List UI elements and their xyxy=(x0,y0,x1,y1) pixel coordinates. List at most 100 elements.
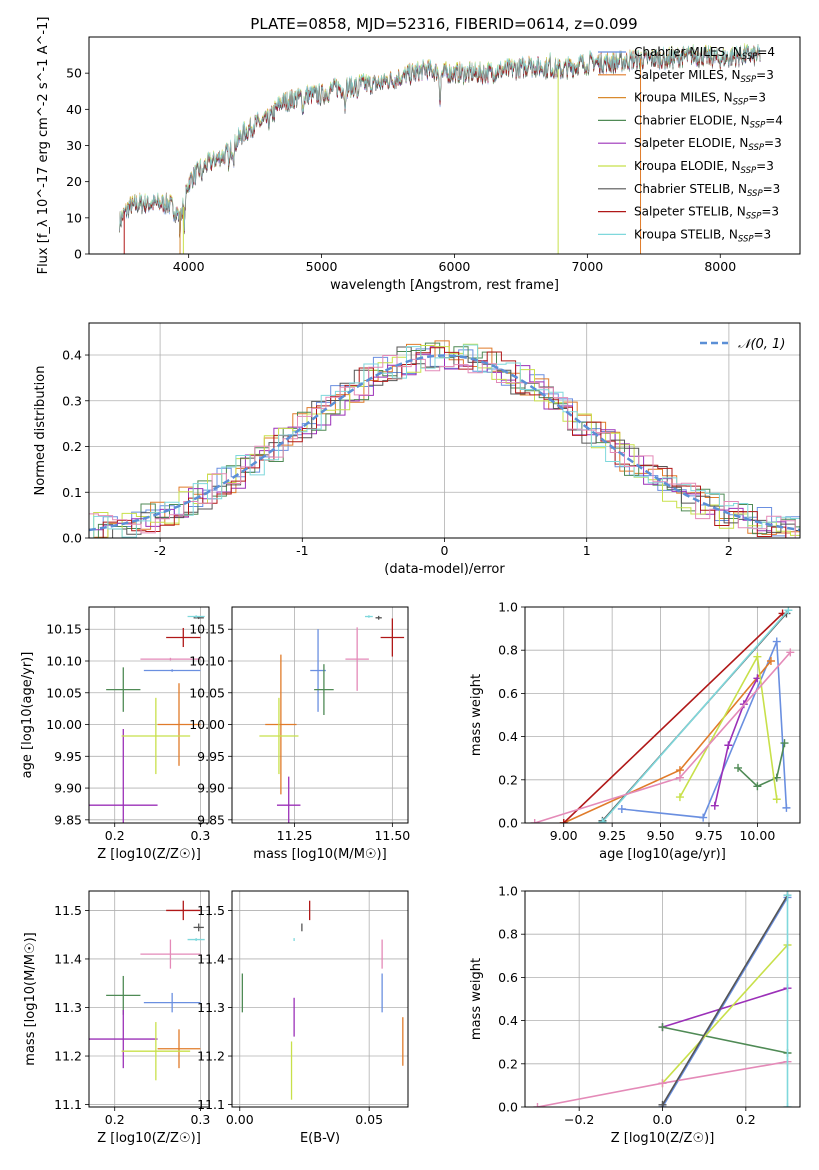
data-point-marker xyxy=(753,782,762,791)
x-tick-label: 0.3 xyxy=(190,1112,210,1127)
x-tick-label: 0.05 xyxy=(355,1112,383,1127)
histogram-series xyxy=(89,346,800,538)
y-tick-label: 0.8 xyxy=(498,927,518,942)
legend-label: Salpeter ELODIE, NSSP=3 xyxy=(634,136,782,153)
figure-title: PLATE=0858, MJD=52316, FIBERID=0614, z=0… xyxy=(250,15,637,33)
age_vs_Z-points xyxy=(89,615,205,823)
y-tick-label: 11.4 xyxy=(197,951,225,966)
y-tick-label: 0.1 xyxy=(62,485,82,500)
series-line xyxy=(534,651,791,823)
mass_weight_vs_Z-lines xyxy=(533,891,792,1107)
x-tick-label: 1 xyxy=(583,543,591,558)
legend-label: Kroupa ELODIE, NSSP=3 xyxy=(634,159,774,176)
y-tick-label: 9.85 xyxy=(197,812,225,827)
x-tick-label: 0 xyxy=(441,543,449,558)
x-tick-label: 8000 xyxy=(704,259,736,274)
y-tick-label: 10.00 xyxy=(189,717,225,732)
x-tick-label: 5000 xyxy=(306,259,338,274)
x-axis-label: E(B-V) xyxy=(300,1131,340,1146)
axes-frame xyxy=(231,606,409,824)
data-point-marker xyxy=(734,763,743,772)
series-line xyxy=(662,1026,788,1054)
series-line xyxy=(661,897,789,1107)
x-axis-label: wavelength [Angstrom, rest frame] xyxy=(330,278,559,293)
y-tick-label: 10.10 xyxy=(189,654,225,669)
y-tick-label: 0.2 xyxy=(62,439,82,454)
legend-label: Kroupa MILES, NSSP=3 xyxy=(634,91,766,108)
legend-label: Chabrier ELODIE, NSSP=4 xyxy=(634,113,783,130)
x-tick-label: 6000 xyxy=(439,259,471,274)
y-axis-label: age [log10(age/yr)] xyxy=(20,652,35,779)
axes-frame xyxy=(231,890,409,1108)
spectrum-legend: Chabrier MILES, NSSP=4 Salpeter MILES, NS… xyxy=(598,45,783,244)
y-tick-label: 10.00 xyxy=(46,717,82,732)
x-tick-label: 9.75 xyxy=(695,828,723,843)
axes-frame xyxy=(524,890,801,1108)
y-tick-label: 9.90 xyxy=(197,781,225,796)
series-line xyxy=(563,612,784,823)
y-tick-label: 10.10 xyxy=(46,654,82,669)
x-tick-label: -1 xyxy=(296,543,308,558)
data-point-marker xyxy=(675,773,684,782)
x-tick-label: 0.2 xyxy=(105,828,125,843)
histogram-series xyxy=(89,343,800,538)
y-tick-label: 11.3 xyxy=(54,1000,82,1015)
y-tick-label: 0.4 xyxy=(62,348,82,363)
x-tick-label: 0.00 xyxy=(226,1112,254,1127)
data-point-marker xyxy=(784,607,793,615)
data-point-marker xyxy=(658,1023,667,1032)
y-tick-label: 11.4 xyxy=(54,951,82,966)
y-tick-label: 0.2 xyxy=(498,772,518,787)
x-axis-label: mass [log10(M/M☉)] xyxy=(253,847,386,862)
x-tick-label: 9.25 xyxy=(598,828,626,843)
y-tick-label: 0.3 xyxy=(62,393,82,408)
y-tick-label: 11.2 xyxy=(54,1049,82,1064)
y-tick-label: 11.5 xyxy=(197,903,225,918)
y-tick-label: 9.95 xyxy=(197,749,225,764)
age_vs_mass-points xyxy=(259,615,405,823)
axes-frame xyxy=(524,606,801,824)
data-point-marker xyxy=(559,819,568,823)
data-point-marker xyxy=(675,793,684,802)
y-tick-label: 0.2 xyxy=(498,1056,518,1071)
mass_vs_ebv-axes: 0.00 0.05 11.1 11.2 11.3 11.4 11.5 E(B-V) xyxy=(197,890,409,1146)
x-axis-label: Z [log10(Z/Z☉)] xyxy=(611,1131,715,1146)
y-axis-label: Normed distribution xyxy=(33,366,48,496)
x-tick-label: 0.2 xyxy=(105,1112,125,1127)
y-tick-label: 11.3 xyxy=(197,1000,225,1015)
series-line xyxy=(662,987,788,1028)
x-tick-label: 0.0 xyxy=(653,1112,673,1127)
y-tick-label: 30 xyxy=(66,138,82,153)
series-line xyxy=(661,944,789,1084)
data-point-marker xyxy=(710,801,719,810)
y-tick-label: 10.15 xyxy=(46,622,82,637)
legend-label: Salpeter MILES, NSSP=3 xyxy=(634,68,774,85)
axes-frame xyxy=(88,606,210,824)
series-line xyxy=(563,660,772,823)
y-axis-label: mass weight xyxy=(469,958,484,1040)
x-tick-label: 7000 xyxy=(571,259,603,274)
x-tick-label: 4000 xyxy=(173,259,205,274)
data-point-marker xyxy=(772,795,781,804)
data-point-marker xyxy=(772,637,781,646)
y-tick-label: 0.0 xyxy=(498,1100,518,1115)
mass_weight_vs_Z-axes: −0.2 0.0 0.2 0.0 0.2 0.4 0.6 0.8 1.0 Z [log10(Z/Z… xyxy=(469,884,801,1146)
x-tick-label: 11.50 xyxy=(374,828,410,843)
data-point-marker xyxy=(699,813,708,822)
series-line xyxy=(714,677,759,806)
legend-label: 𝒩(0, 1) xyxy=(738,337,785,352)
data-point-marker xyxy=(753,652,762,661)
series-line xyxy=(737,742,786,788)
spectrum-lines xyxy=(119,43,761,254)
y-axis-label: Flux [f_λ 10^-17 erg cm^-2 s^-1 A^-1] xyxy=(36,17,51,275)
axes-frame xyxy=(88,890,210,1108)
data-point-marker xyxy=(530,819,539,823)
histogram-series xyxy=(89,347,800,538)
residuals-axes: -2 -1 0 1 2 0.0 0.1 0.2 0.3 0.4 (data-model)/error… xyxy=(33,322,801,577)
y-tick-label: 50 xyxy=(66,66,82,81)
histogram-series xyxy=(89,344,800,538)
y-tick-label: 0.6 xyxy=(498,970,518,985)
series-line xyxy=(621,641,788,819)
x-axis-label: age [log10(age/yr)] xyxy=(599,847,726,862)
x-tick-label: 10.00 xyxy=(739,828,775,843)
